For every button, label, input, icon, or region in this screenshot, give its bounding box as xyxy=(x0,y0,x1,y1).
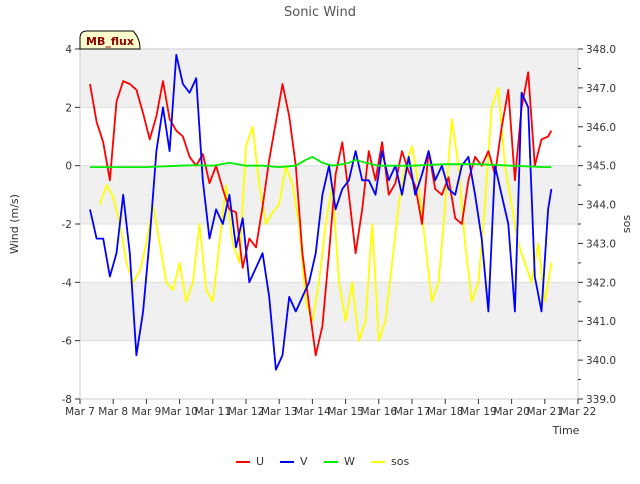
series-layer xyxy=(89,53,553,371)
x-tick-label: Mar 12 xyxy=(228,406,265,418)
y2-tick-label: 348.0 xyxy=(586,44,616,56)
y2-tick-label: 340.0 xyxy=(586,355,616,367)
x-tick-label: Mar 13 xyxy=(261,406,298,418)
y2-tick-label: 346.0 xyxy=(586,122,616,134)
legend-item-w: W xyxy=(324,455,355,468)
y2-tick-label: 344.0 xyxy=(586,200,616,212)
x-tick-label: Mar 7 xyxy=(65,406,95,418)
y-tick-label: -8 xyxy=(62,394,72,406)
legend-label: U xyxy=(256,455,264,468)
y-axis-label: Wind (m/s) xyxy=(8,194,21,254)
y-tick-label: -2 xyxy=(62,219,72,231)
y-tick-label: -6 xyxy=(62,336,73,348)
y2-tick-label: 339.0 xyxy=(586,394,616,406)
badge-label: MB_flux xyxy=(86,35,134,48)
y-axis-right: 339.0 340.0 341.0 342.0 343.0 344.0 345.0 346.0… xyxy=(578,44,616,406)
legend-item-sos: sos xyxy=(371,455,409,468)
x-tick-label: Mar 16 xyxy=(361,406,398,418)
y2-tick-label: 343.0 xyxy=(586,238,616,250)
y-tick-label: 0 xyxy=(65,161,72,173)
series-line-sos xyxy=(99,87,553,342)
background-bands xyxy=(80,48,578,400)
x-tick-label: Mar 10 xyxy=(161,406,198,418)
y-tick-label: -4 xyxy=(62,277,73,289)
x-tick-label: Mar 17 xyxy=(394,406,431,418)
x-tick-label: Mar 18 xyxy=(427,406,464,418)
x-tick-label: Mar 22 xyxy=(560,406,597,418)
x-tick-label: Mar 19 xyxy=(460,406,497,418)
legend-label: V xyxy=(300,455,308,468)
chart-title: Sonic Wind xyxy=(284,5,356,20)
badge-shape xyxy=(79,30,141,50)
series-line-v xyxy=(89,53,553,371)
x-tick-label: Mar 21 xyxy=(527,406,564,418)
legend-item-v: V xyxy=(280,455,308,468)
series-line-w xyxy=(90,155,552,169)
legend-label: W xyxy=(344,455,355,468)
mb-flux-badge: MB_flux xyxy=(79,30,141,50)
x-tick-label: Mar 20 xyxy=(493,406,530,418)
y-tick-label: 2 xyxy=(65,102,72,114)
grid-band xyxy=(80,282,578,341)
y2-tick-label: 341.0 xyxy=(586,316,616,328)
grid-band xyxy=(80,49,578,108)
y2-tick-label: 345.0 xyxy=(586,161,616,173)
x-tick-label: Mar 9 xyxy=(131,406,161,418)
y2-tick-label: 342.0 xyxy=(586,277,616,289)
x-tick-label: Mar 11 xyxy=(195,406,232,418)
y-axis-left: -8 -6 -4 -2 0 2 4 xyxy=(62,44,80,406)
y2-axis-label: sos xyxy=(620,215,633,233)
legend-item-u: U xyxy=(236,455,264,468)
x-tick-label: Mar 14 xyxy=(294,406,331,418)
y2-tick-label: 347.0 xyxy=(586,83,616,95)
y-tick-label: 4 xyxy=(65,44,72,56)
x-tick-label: Mar 15 xyxy=(327,406,364,418)
series-line-u xyxy=(89,71,553,357)
x-axis-label: Time xyxy=(552,424,580,437)
legend-label: sos xyxy=(391,455,409,468)
x-tick-label: Mar 8 xyxy=(98,406,128,418)
